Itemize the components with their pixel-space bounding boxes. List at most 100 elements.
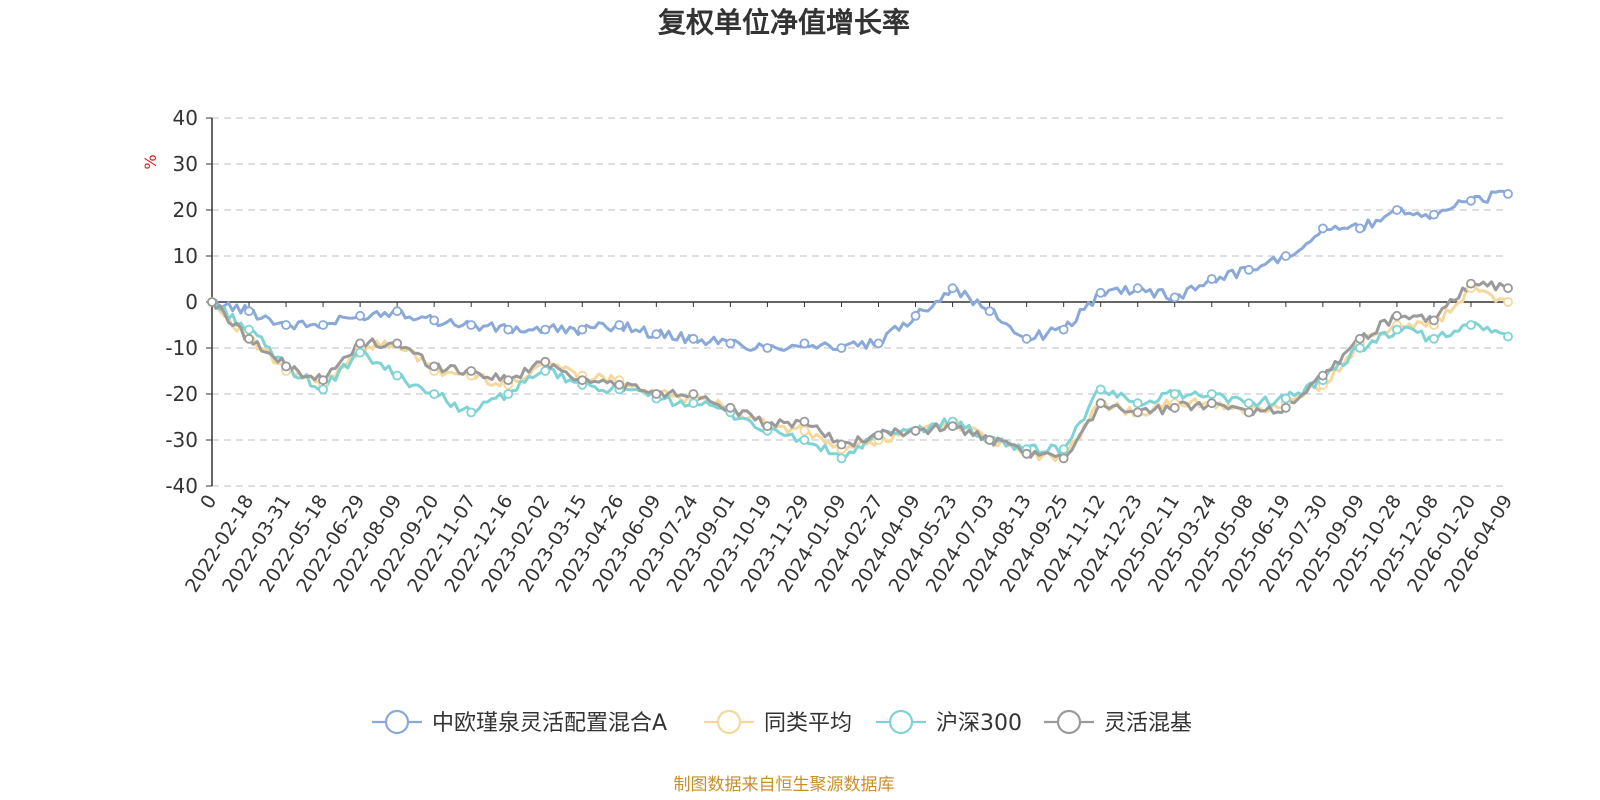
y-tick-label: -30 bbox=[165, 428, 198, 452]
data-point bbox=[1392, 310, 1402, 321]
data-point bbox=[1169, 292, 1180, 303]
data-point bbox=[1503, 331, 1513, 342]
data-point bbox=[244, 324, 254, 335]
legend: 中欧瑾泉灵活配置混合A 同类平均 沪深300 灵活混基 bbox=[372, 709, 1192, 736]
y-tick-label: 0 bbox=[185, 290, 198, 314]
data-point bbox=[503, 324, 514, 335]
data-point bbox=[910, 310, 921, 321]
data-point bbox=[392, 338, 403, 349]
series-lines bbox=[210, 189, 1509, 463]
data-point bbox=[1429, 333, 1439, 344]
x-tick-label: 0 bbox=[196, 491, 221, 513]
data-point bbox=[318, 375, 328, 386]
data-point bbox=[1429, 209, 1439, 220]
data-point bbox=[392, 306, 403, 317]
series-line-1 bbox=[211, 285, 1509, 463]
data-point bbox=[1132, 407, 1143, 418]
data-point bbox=[1503, 297, 1513, 307]
data-point bbox=[1021, 448, 1032, 459]
data-point bbox=[725, 338, 736, 349]
data-point bbox=[1466, 278, 1476, 289]
data-point bbox=[799, 338, 810, 349]
data-point bbox=[762, 343, 773, 353]
data-point bbox=[1280, 402, 1291, 413]
data-point bbox=[614, 379, 625, 390]
data-point bbox=[1466, 195, 1476, 206]
data-point bbox=[577, 324, 588, 335]
data-point bbox=[540, 324, 551, 335]
data-point bbox=[984, 435, 995, 445]
data-point bbox=[1354, 223, 1365, 234]
data-point bbox=[318, 384, 328, 395]
data-point bbox=[688, 398, 699, 409]
data-point bbox=[281, 361, 291, 372]
data-point bbox=[1243, 407, 1254, 418]
y-tick-label: 20 bbox=[173, 198, 198, 222]
data-point bbox=[1058, 324, 1069, 335]
series-markers bbox=[207, 188, 1513, 464]
data-point bbox=[947, 421, 958, 432]
data-point bbox=[1095, 384, 1106, 395]
data-point bbox=[503, 375, 514, 386]
data-point bbox=[503, 389, 514, 399]
data-point bbox=[1132, 283, 1143, 294]
data-point bbox=[429, 389, 440, 399]
data-point bbox=[836, 439, 847, 450]
data-point bbox=[688, 333, 699, 344]
data-point bbox=[651, 389, 662, 399]
legend-marker-circle bbox=[1056, 709, 1082, 735]
data-point bbox=[466, 407, 477, 418]
data-point bbox=[651, 329, 662, 340]
data-point bbox=[1280, 251, 1291, 261]
y-tick-label: -10 bbox=[165, 336, 198, 360]
data-point bbox=[1466, 320, 1476, 330]
data-point bbox=[947, 283, 958, 294]
data-point bbox=[1132, 398, 1143, 409]
data-point bbox=[207, 297, 217, 307]
data-point bbox=[799, 435, 810, 445]
legend-item-label[interactable]: 中欧瑾泉灵活配置混合A bbox=[432, 711, 667, 736]
data-point bbox=[1317, 223, 1328, 234]
data-point bbox=[540, 356, 551, 367]
y-tick-label: -20 bbox=[165, 382, 198, 406]
legend-item-label[interactable]: 灵活混基 bbox=[1104, 711, 1192, 736]
data-point bbox=[836, 343, 847, 353]
data-point bbox=[1206, 274, 1217, 284]
data-point bbox=[466, 366, 477, 376]
y-tick-label: 10 bbox=[173, 244, 198, 268]
data-point bbox=[1503, 188, 1513, 199]
data-point bbox=[355, 310, 366, 321]
data-point bbox=[1317, 370, 1328, 381]
data-point bbox=[355, 338, 366, 349]
data-point bbox=[540, 366, 551, 376]
data-point bbox=[1354, 333, 1365, 344]
data-point bbox=[1503, 283, 1513, 294]
data-point bbox=[1354, 343, 1365, 353]
y-tick-label: 30 bbox=[173, 152, 198, 176]
series-line-0 bbox=[211, 189, 1509, 352]
series-line-3 bbox=[210, 280, 1509, 460]
legend-marker-circle bbox=[716, 709, 742, 735]
data-point bbox=[429, 315, 440, 326]
data-point bbox=[1392, 324, 1402, 335]
data-point bbox=[762, 421, 773, 432]
source-note: 制图数据来自恒生聚源数据库 bbox=[674, 775, 895, 795]
chart-title: 复权单位净值增长率 bbox=[658, 6, 910, 39]
data-point bbox=[1243, 264, 1254, 275]
data-point bbox=[984, 306, 995, 317]
legend-item-label[interactable]: 同类平均 bbox=[764, 711, 852, 736]
data-point bbox=[1206, 398, 1217, 409]
legend-marker-circle bbox=[384, 709, 410, 735]
data-point bbox=[910, 425, 921, 436]
data-point bbox=[392, 370, 403, 381]
data-point bbox=[1429, 315, 1439, 326]
data-point bbox=[466, 320, 477, 330]
y-tick-label: -40 bbox=[165, 474, 198, 498]
legend-marker-circle bbox=[888, 709, 914, 735]
data-point bbox=[799, 416, 810, 427]
data-point bbox=[1392, 205, 1402, 215]
data-point bbox=[318, 320, 328, 330]
legend-item-label[interactable]: 沪深300 bbox=[936, 711, 1022, 736]
data-point bbox=[1095, 398, 1106, 409]
